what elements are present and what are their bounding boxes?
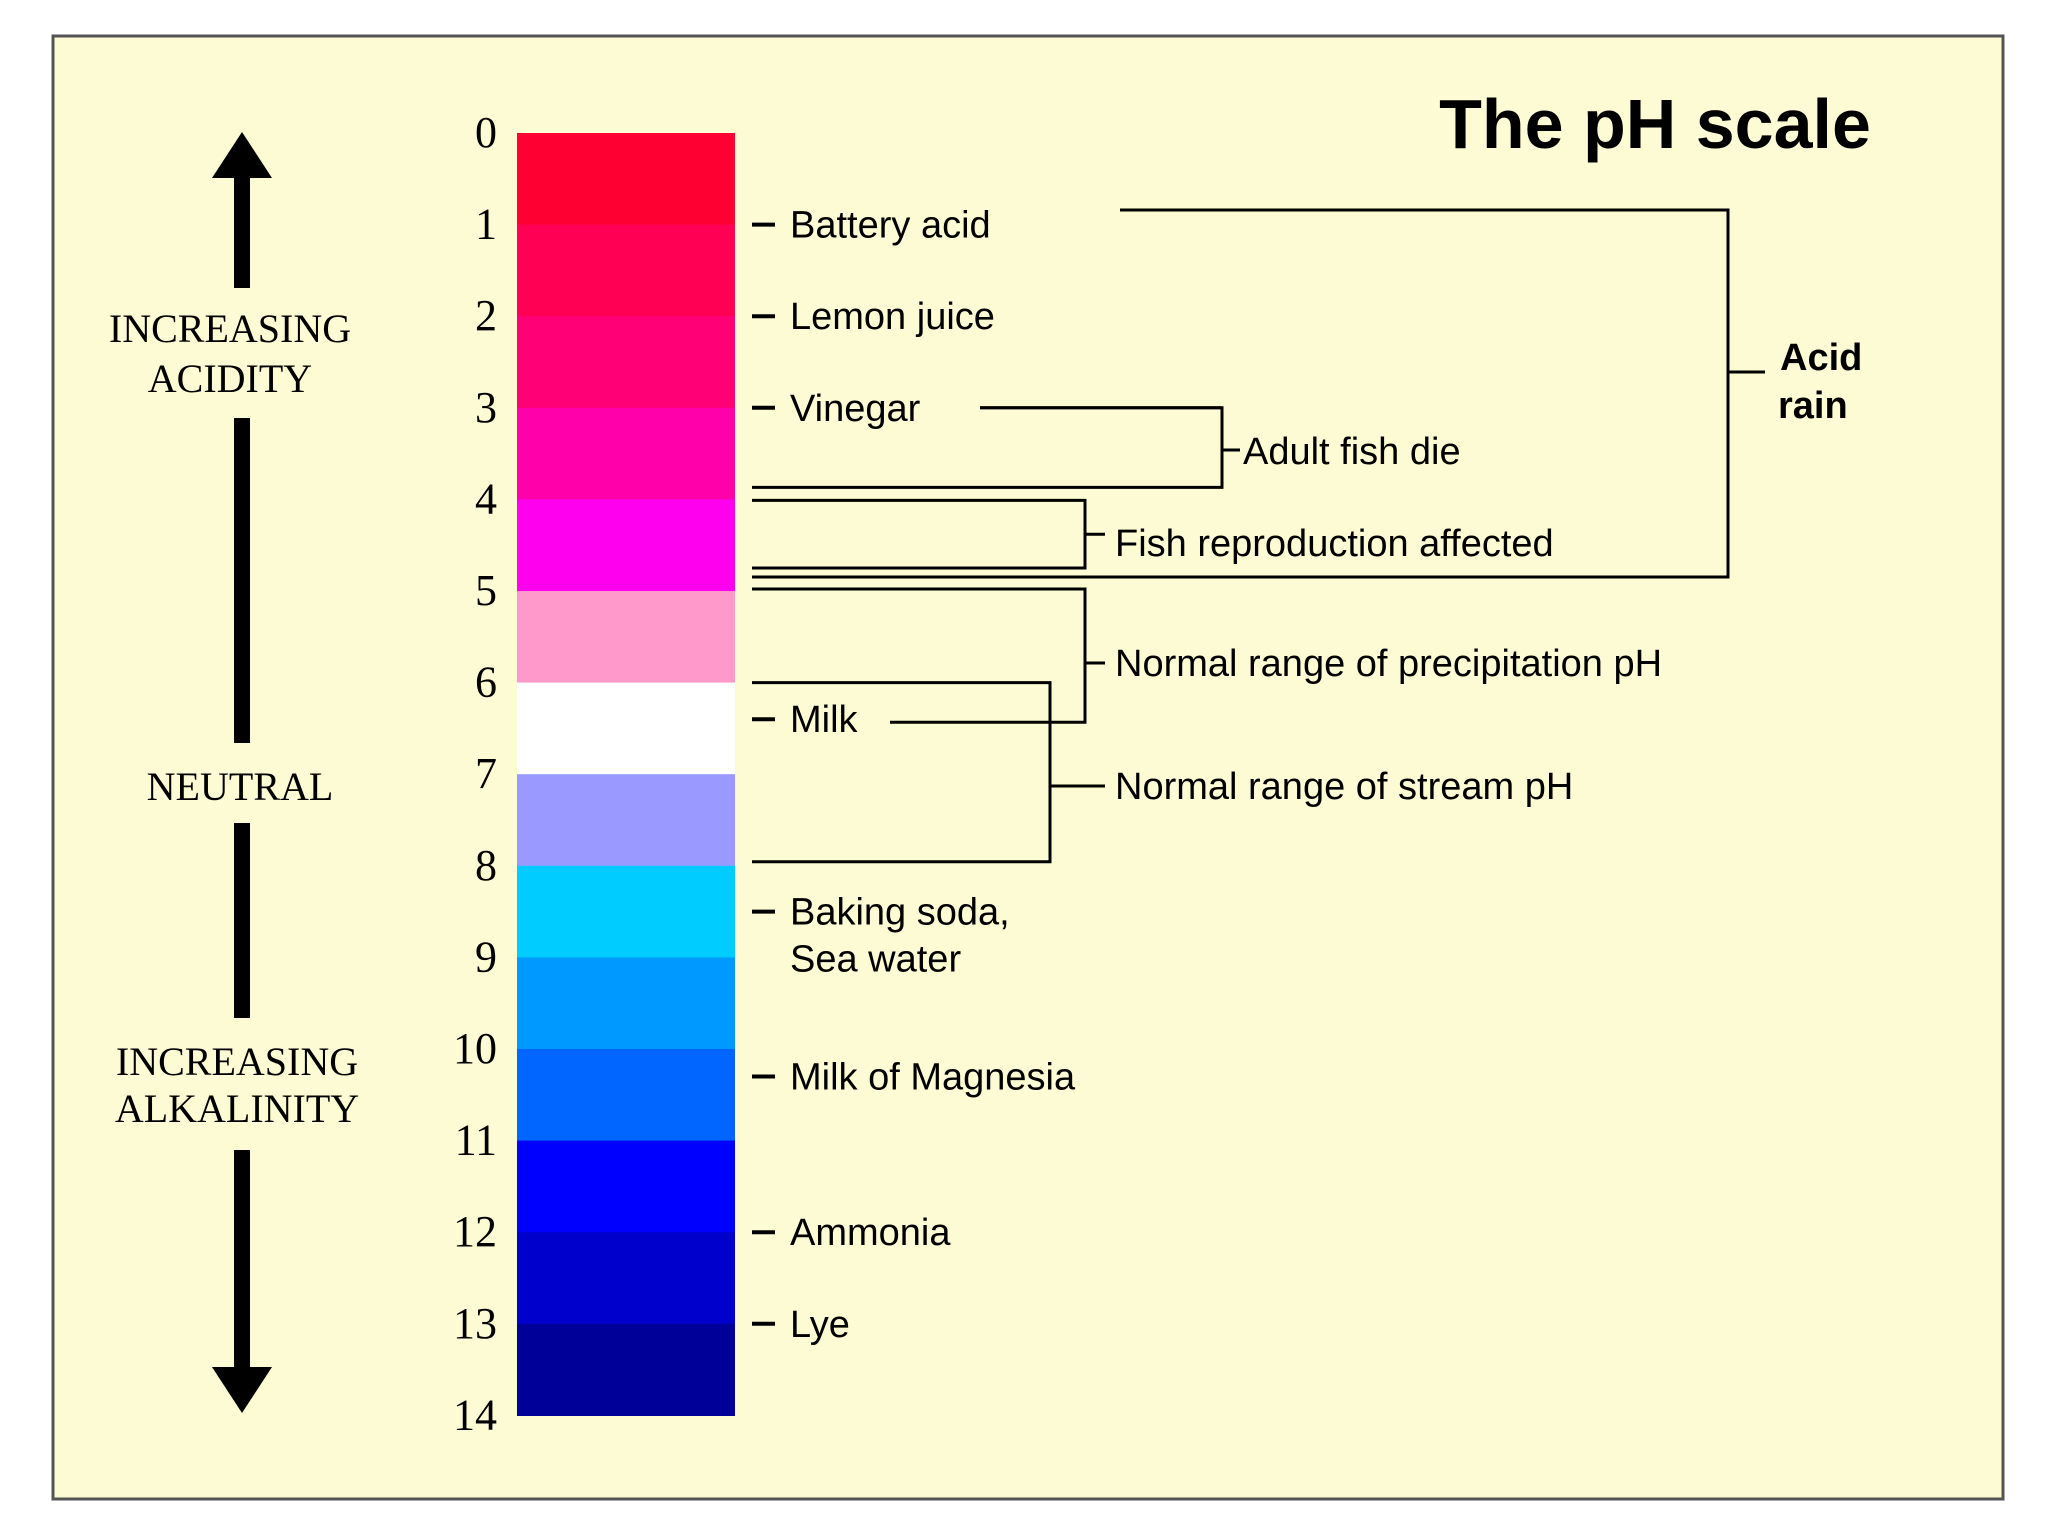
ph-number: 6 xyxy=(475,658,497,707)
ph-number: 8 xyxy=(475,841,497,890)
ph-band xyxy=(517,1323,735,1416)
ph-band xyxy=(517,957,735,1050)
connector-lines xyxy=(752,208,1765,864)
ph-band xyxy=(517,407,735,500)
ph-number: 0 xyxy=(475,108,497,157)
ph-number: 12 xyxy=(453,1207,497,1256)
ph-number: 10 xyxy=(453,1024,497,1073)
bracket-precipitation xyxy=(752,587,1087,724)
ph-number: 9 xyxy=(475,932,497,981)
ph-number: 14 xyxy=(453,1390,497,1439)
ph-band xyxy=(517,774,735,867)
substance-label-lye: Lye xyxy=(790,1304,850,1346)
ph-number: 5 xyxy=(475,566,497,615)
acidity-arrow-shaft xyxy=(234,170,250,288)
substance-labels: Battery acid Lemon juice Vinegar Milk Baking… xyxy=(752,205,1076,1346)
ph-number: 3 xyxy=(475,383,497,432)
acidity-lower-shaft xyxy=(234,418,250,743)
ph-band xyxy=(517,1140,735,1233)
substance-label-baking-soda-sea-water: Sea water xyxy=(790,939,961,981)
range-labels: Adult fish die Fish reproduction affected… xyxy=(1115,337,1862,808)
ph-band xyxy=(517,1232,735,1325)
substance-label-vinegar: Vinegar xyxy=(790,388,921,430)
neutral-label: NEUTRAL xyxy=(147,764,334,809)
range-label-fish-reproduction-affected: Fish reproduction affected xyxy=(1115,523,1554,565)
ph-band xyxy=(517,499,735,592)
ph-band xyxy=(517,224,735,317)
acidity-axis: INCREASING ACIDITY xyxy=(109,132,351,743)
acidity-label-line1: INCREASING xyxy=(109,306,351,351)
acidity-label-line2: ACIDITY xyxy=(148,356,312,401)
ph-color-bar xyxy=(517,133,735,1416)
ph-band xyxy=(517,1049,735,1142)
alkalinity-lower-shaft xyxy=(234,1150,250,1372)
bracket-acid-rain xyxy=(752,208,1730,579)
down-arrow-icon xyxy=(212,1367,272,1413)
bracket-stream xyxy=(752,681,1052,864)
alkalinity-label-line2: ALKALINITY xyxy=(115,1086,359,1131)
substance-label-ammonia: Ammonia xyxy=(790,1212,951,1254)
substance-label-milk: Milk xyxy=(790,699,859,741)
ph-band xyxy=(517,682,735,775)
ph-band xyxy=(517,133,735,226)
background-panel xyxy=(51,34,2005,1501)
range-label-precipitation-range: Normal range of precipitation pH xyxy=(1115,643,1662,685)
ph-number: 13 xyxy=(453,1299,497,1348)
range-label-acid-rain: Acid xyxy=(1780,337,1862,379)
ph-number: 1 xyxy=(475,200,497,249)
alkalinity-axis: INCREASING ALKALINITY xyxy=(115,823,359,1413)
ph-band xyxy=(517,316,735,409)
alkalinity-label-line1: INCREASING xyxy=(116,1039,358,1084)
substance-label-lemon-juice: Lemon juice xyxy=(790,296,995,338)
range-label-adult-fish-die: Adult fish die xyxy=(1243,431,1461,473)
alkalinity-upper-shaft xyxy=(234,823,250,1018)
ph-number: 7 xyxy=(475,749,497,798)
substance-label-baking-soda-sea-water: Baking soda, xyxy=(790,892,1010,934)
ph-number: 4 xyxy=(475,474,497,523)
diagram-title: The pH scale xyxy=(1439,85,1871,163)
range-label-acid-rain: rain xyxy=(1778,385,1848,427)
ph-band xyxy=(517,865,735,958)
ph-number: 2 xyxy=(475,291,497,340)
up-arrow-icon xyxy=(212,132,272,178)
ph-number: 11 xyxy=(455,1116,497,1165)
ph-band xyxy=(517,591,735,684)
substance-label-battery-acid: Battery acid xyxy=(790,205,991,247)
range-label-stream-range: Normal range of stream pH xyxy=(1115,766,1573,808)
substance-label-milk-of-magnesia: Milk of Magnesia xyxy=(790,1056,1076,1098)
